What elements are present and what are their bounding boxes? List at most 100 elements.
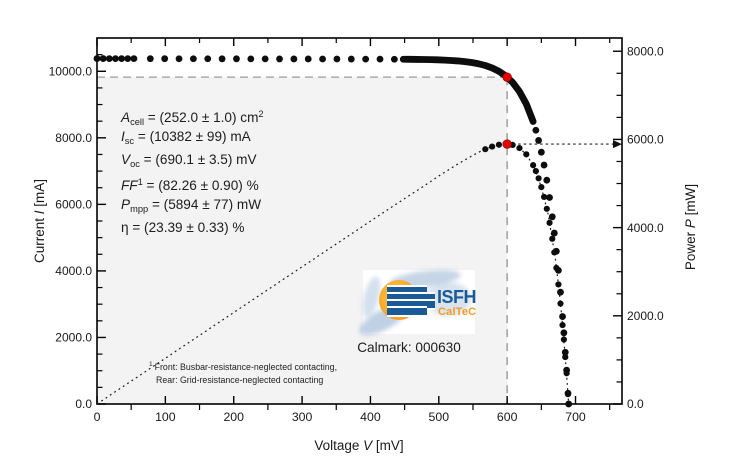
y-left-tick-label: 6000.0 (55, 198, 92, 212)
iv-data-point (218, 55, 226, 63)
power-data-point (557, 300, 564, 307)
power-data-point (559, 321, 566, 329)
isfh-caltec-logo: ISFH CalTeC (355, 266, 477, 342)
iv-data-point (362, 55, 370, 63)
x-tick-label: 200 (223, 410, 244, 424)
x-tick-label: 100 (155, 410, 176, 424)
power-data-point (555, 281, 562, 288)
power-data-point (546, 219, 553, 226)
power-data-point (563, 370, 570, 377)
iv-data-point (546, 194, 553, 201)
y-left-tick-label: 4000.0 (55, 264, 92, 278)
power-data-point (565, 400, 572, 408)
power-data-point (564, 391, 572, 398)
power-curve-line (96, 143, 570, 405)
power-data-point (530, 162, 537, 169)
x-axis-title: Voltage V [mV] (314, 438, 403, 453)
footnote-line1: 1 Front: Busbar-resistance-neglected cont… (149, 361, 338, 372)
iv-data-point (233, 55, 240, 63)
iv-data-point (548, 213, 556, 221)
result-line: FF1 = (82.26 ± 0.90) % (121, 177, 259, 194)
power-data-point (489, 143, 496, 150)
x-tick-label: 700 (565, 410, 586, 424)
power-data-point (523, 151, 530, 158)
power-data-point (538, 183, 545, 191)
iv-data-point (124, 55, 132, 63)
x-tick-label: 400 (360, 410, 381, 424)
iv-data-point (559, 313, 566, 320)
iv-data-point (204, 55, 212, 63)
footnote: 1 Front: Busbar-resistance-neglected cont… (149, 359, 337, 387)
iv-data-point (175, 55, 183, 63)
mpp-point-iv (502, 72, 512, 82)
iv-data-point (557, 288, 564, 296)
iv-data-point (333, 55, 341, 63)
power-data-point (560, 336, 567, 343)
iv-dense-band (399, 55, 537, 125)
iv-data-point (130, 55, 138, 63)
logo-unit-name: CalTeC (438, 306, 477, 318)
calmark-label: Calmark: 000630 (357, 340, 461, 355)
iv-data-point (146, 55, 154, 63)
iv-data-point (376, 55, 384, 63)
y-right-tick-label: 0.0 (627, 397, 644, 411)
x-tick-label: 0 (94, 410, 101, 424)
iv-data-point (189, 55, 197, 63)
iv-data-point (537, 148, 545, 156)
iv-data-point (261, 55, 269, 63)
logo-org-name: ISFH (437, 287, 477, 307)
power-data-point (540, 193, 548, 201)
y-right-tick-label: 8000.0 (627, 44, 664, 58)
power-data-point (482, 146, 489, 153)
iv-data-point (535, 137, 543, 144)
mpp-point-power (502, 139, 512, 149)
power-data-point (553, 264, 560, 272)
mpp-shaded-region (97, 77, 508, 405)
result-line: Acell = (252.0 ± 1.0) cm2 (121, 109, 264, 127)
result-line: Pmpp = (5894 ± 77) mW (121, 197, 262, 215)
iv-data-point (290, 55, 298, 63)
iv-data-point (276, 55, 283, 63)
y-left-tick-label: 0.0 (75, 397, 92, 411)
result-line: η = (23.39 ± 0.33) % (121, 219, 245, 235)
logo-stripe (387, 306, 427, 317)
iv-data-point (99, 55, 107, 62)
y-right-tick-label: 6000.0 (627, 133, 664, 147)
y-left-axis-title: Current I [mA] (32, 179, 47, 263)
y-right-axis-title: Power P [mW] (683, 184, 698, 270)
iv-data-point (560, 329, 568, 337)
iv-data-point (118, 55, 126, 62)
y-left-tick-label: 10000.0 (49, 64, 93, 78)
result-line: Voc = (690.1 ± 3.5) mV (121, 151, 257, 169)
iv-data-point (561, 348, 569, 356)
iv-data-point (93, 55, 101, 62)
iv-data-point (543, 176, 551, 184)
x-tick-label: 600 (497, 410, 518, 424)
iv-data-point (247, 55, 255, 63)
pmpp-arrowhead (613, 140, 622, 149)
x-tick-label: 300 (292, 410, 313, 424)
iv-data-point (161, 55, 169, 63)
x-tick-label: 500 (429, 410, 450, 424)
results-box: Acell = (252.0 ± 1.0) cm2 Isc = (10382 ± … (121, 103, 264, 240)
y-right-tick-label: 4000.0 (627, 221, 664, 235)
iv-data-point (390, 55, 398, 63)
result-line: Isc = (10382 ± 99) mA (121, 128, 251, 146)
power-data-point (516, 144, 523, 152)
iv-data-point (532, 126, 540, 134)
power-data-point (551, 249, 558, 256)
iv-data-point (540, 161, 548, 169)
power-data-point (495, 141, 503, 148)
power-data-point (535, 175, 542, 182)
iv-data-point (550, 229, 558, 237)
iv-data-point (304, 55, 312, 63)
power-data-point (562, 353, 569, 361)
y-left-tick-label: 8000.0 (55, 131, 92, 145)
footnote-marker: 1 (149, 361, 153, 368)
iv-data-point (105, 55, 113, 62)
iv-data-point (347, 55, 355, 63)
power-data-point (543, 205, 550, 212)
iv-data-point (112, 55, 119, 62)
